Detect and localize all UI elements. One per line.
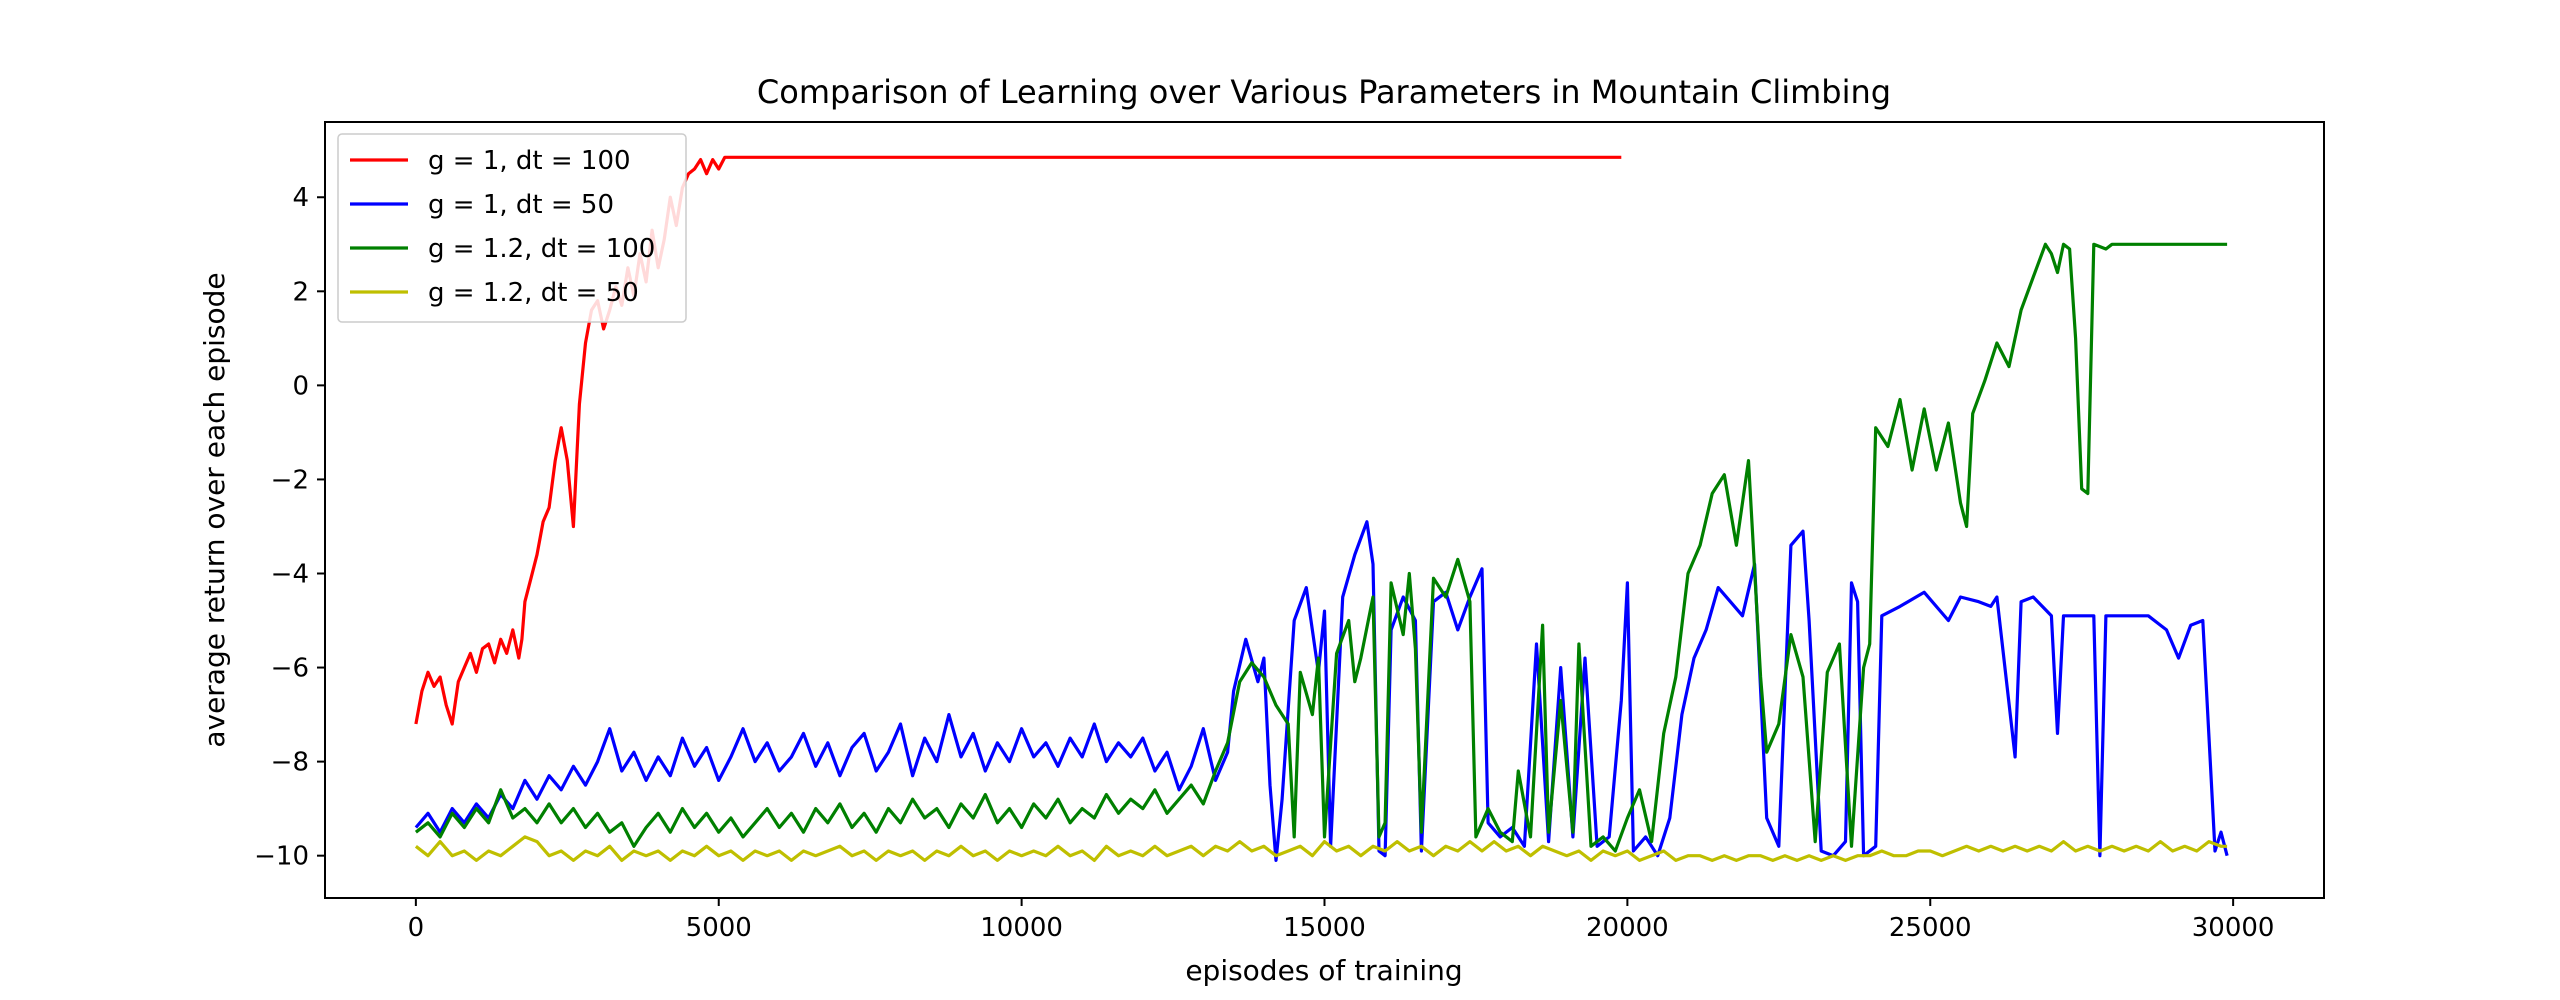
y-axis-label: average return over each episode: [198, 272, 231, 747]
legend-entry-label: g = 1.2, dt = 100: [428, 234, 655, 264]
y-tick-label: −4: [271, 559, 309, 589]
y-tick-label: −6: [271, 654, 309, 684]
series-line-3: [414, 242, 2228, 853]
x-axis: 0 5000 10000 15000 20000 25000 30000: [408, 898, 2275, 943]
x-tick-label: 25000: [1889, 913, 1972, 943]
plot-area: [414, 155, 2229, 863]
x-tick-label: 5000: [686, 913, 752, 943]
y-tick-label: −10: [254, 842, 309, 872]
chart-title: Comparison of Learning over Various Para…: [757, 73, 1891, 111]
y-tick-label: 4: [292, 183, 309, 213]
legend-box: [337, 133, 687, 323]
legend: g = 1, dt = 100 g = 1, dt = 50 g = 1.2, dt…: [337, 133, 687, 323]
legend-entry-label: g = 1, dt = 100: [428, 146, 631, 176]
legend-entry-label: g = 1, dt = 50: [428, 190, 614, 220]
legend-entry-label: g = 1.2, dt = 50: [428, 278, 639, 308]
x-tick-label: 15000: [1283, 913, 1366, 943]
y-tick-label: 2: [292, 277, 309, 307]
x-tick-label: 10000: [980, 913, 1063, 943]
x-tick-label: 0: [408, 913, 425, 943]
y-tick-label: −2: [271, 465, 309, 495]
x-axis-label: episodes of training: [1185, 954, 1462, 987]
x-tick-label: 30000: [2192, 913, 2275, 943]
x-tick-label: 20000: [1586, 913, 1669, 943]
series-line-4: [414, 835, 2228, 863]
y-tick-label: 0: [292, 371, 309, 401]
y-axis: −10 −8 −6 −4 −2 0 2 4: [254, 183, 325, 872]
series-line-1: [414, 155, 1622, 726]
y-tick-label: −8: [271, 748, 309, 778]
